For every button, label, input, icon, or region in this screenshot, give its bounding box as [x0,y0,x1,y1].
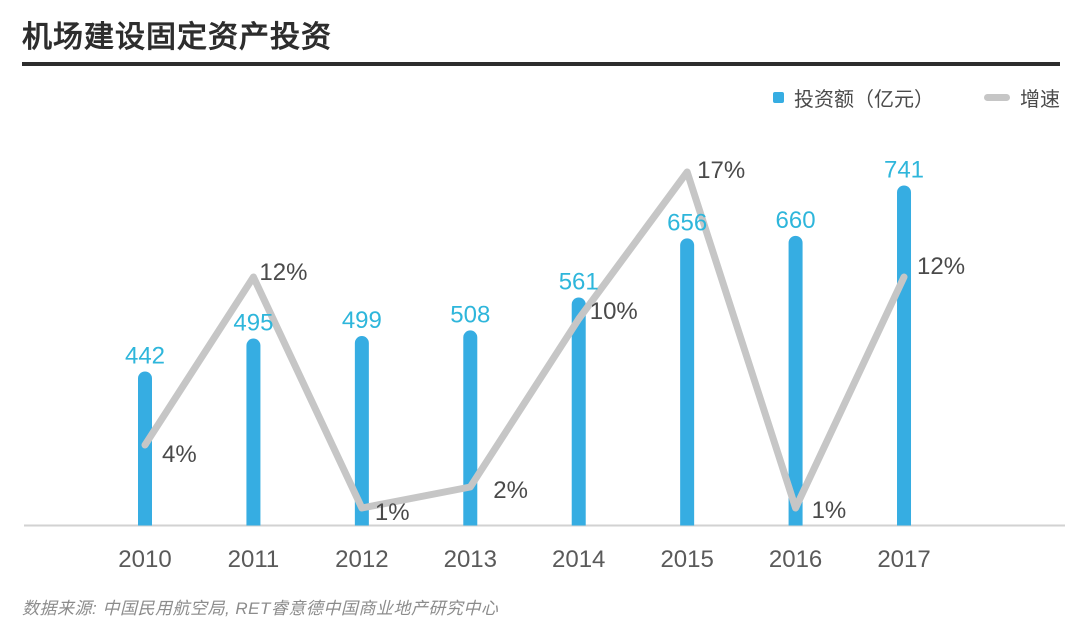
bar-value-label-2012: 499 [342,307,382,334]
bar-2017 [897,185,912,526]
page-title: 机场建设固定资产投资 [22,21,332,54]
year-label-2014: 2014 [552,546,605,573]
bar-value-label-2016: 660 [776,207,816,234]
bar-2013 [463,330,478,526]
percent-label-2011: 12% [259,259,307,286]
year-label-2015: 2015 [660,546,713,573]
legend-label-growth: 增速 [1020,89,1060,111]
percent-label-2010: 4% [162,441,197,468]
percent-label-2014: 10% [590,298,638,325]
data-source-note: 数据来源: 中国民用航空局, RET睿意德中国商业地产研究中心 [22,599,499,618]
year-label-2011: 2011 [228,546,280,573]
bar-2014 [571,297,586,526]
legend-label-investment: 投资额（亿元） [794,89,934,111]
bar-2015 [680,238,695,526]
bar-2011 [246,338,261,526]
percent-label-2017: 12% [917,253,965,280]
growth-line [141,168,908,512]
year-label-2017: 2017 [877,546,930,573]
line-series-swatch-icon [984,94,1010,101]
percent-label-2012: 1% [375,499,410,526]
bar-value-label-2010: 442 [125,343,165,370]
bar-value-label-2017: 741 [884,156,924,183]
year-label-2016: 2016 [769,546,822,573]
bar-value-label-2013: 508 [450,301,490,328]
percent-label-2015: 17% [697,157,745,184]
legend: 投资额（亿元） 增速 [773,83,1060,112]
title-underline [22,62,1060,66]
year-label-2012: 2012 [335,546,388,573]
percent-label-2016: 1% [812,497,847,524]
bar-value-label-2015: 656 [667,209,707,236]
percent-label-2013: 2% [493,477,528,504]
bar-series-swatch-icon [773,92,784,103]
year-label-2010: 2010 [118,546,171,573]
bar-2016 [788,235,803,526]
bar-value-label-2014: 561 [559,268,599,295]
bar-value-label-2011: 495 [233,310,273,337]
bar-2012 [354,336,369,526]
legend-item-investment[interactable]: 投资额（亿元） [773,83,934,112]
year-label-2013: 2013 [444,546,497,573]
legend-item-growth[interactable]: 增速 [984,83,1060,112]
